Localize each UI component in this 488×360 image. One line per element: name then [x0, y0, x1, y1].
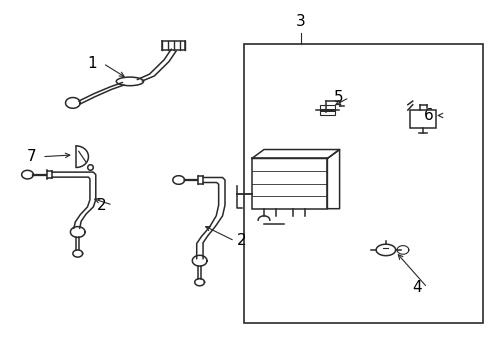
Text: 4: 4	[411, 280, 421, 295]
Text: 3: 3	[295, 14, 305, 30]
Bar	[244, 44, 483, 323]
Bar	[409, 110, 435, 128]
Text: 6: 6	[423, 108, 433, 123]
Text: 5: 5	[333, 90, 343, 105]
Bar	[320, 105, 334, 116]
Text: 2: 2	[237, 234, 246, 248]
Text: 7: 7	[27, 149, 36, 164]
Text: 2: 2	[97, 198, 107, 213]
Bar	[251, 158, 327, 209]
Text: 1: 1	[87, 56, 97, 71]
